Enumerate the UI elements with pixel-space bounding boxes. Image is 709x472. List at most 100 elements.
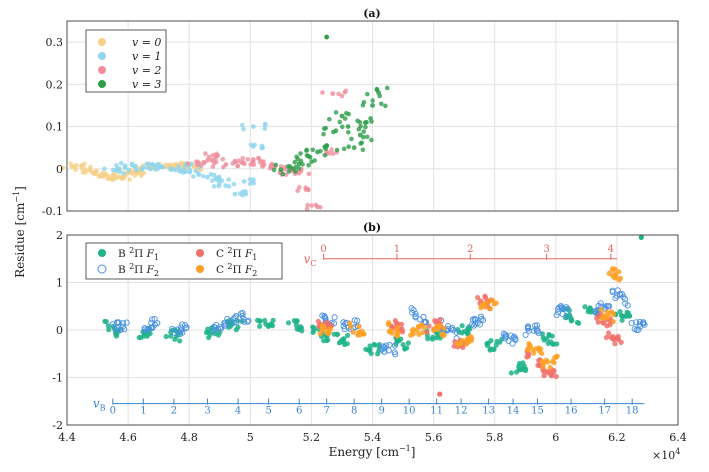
point-b-series-3: [604, 309, 610, 315]
point-a-v1: [178, 168, 184, 174]
point-a-v1: [183, 169, 188, 174]
point-b-series-1: [470, 322, 478, 329]
point-a-v2: [193, 159, 199, 164]
panel-b-x-tick-label: 4.8: [180, 431, 198, 444]
point-a-v3: [318, 148, 323, 154]
vb_axis-tick-label: 5: [265, 406, 271, 417]
panel-b-legend: B 2Π F1 B 2Π F2 C 2Π F1 C 2Π F2: [85, 242, 283, 280]
point-b-series-3: [386, 320, 392, 326]
point-b-series-3: [356, 323, 362, 329]
point-b-series-1: [241, 318, 248, 325]
panel-b-x-tick-label: 5: [247, 431, 254, 444]
point-b-series-0: [623, 313, 630, 319]
point-b-series-2: [594, 315, 600, 321]
point-a-v2: [206, 154, 212, 160]
point-a-v1: [216, 174, 222, 180]
point-a-v2: [235, 163, 241, 169]
point-a-v3: [334, 147, 340, 153]
point-a-v2: [306, 171, 312, 177]
point-a-v2: [201, 159, 206, 165]
vb_axis-tick-label: 12: [455, 406, 468, 417]
point-a-v1: [262, 126, 268, 132]
point-a-v0: [82, 161, 87, 167]
panel-b-y-tick-label: 1: [56, 277, 63, 290]
point-a-v1: [251, 180, 257, 186]
point-b-series-3: [416, 331, 422, 337]
point-b-series-1: [476, 321, 483, 328]
point-b-series-3: [547, 364, 553, 371]
point-a-v3: [298, 151, 303, 156]
point-b-series-2: [482, 293, 488, 299]
point-a-v2: [248, 162, 253, 167]
point-b-series-1: [636, 318, 643, 325]
point-b-series-1: [383, 342, 390, 349]
point-b-series-3: [387, 327, 393, 334]
point-a-v3: [298, 158, 304, 164]
legend-a-v2-label: v = 2: [132, 64, 161, 77]
point-a-v1: [168, 166, 174, 172]
point-b-series-0: [548, 339, 554, 345]
point-b-series-0: [262, 317, 268, 324]
point-a-v3: [383, 103, 388, 109]
point-a-v1: [205, 174, 210, 180]
point-a-v2: [261, 162, 267, 168]
point-a-v3: [333, 110, 339, 115]
vb_axis-tick-label: 2: [171, 406, 177, 417]
vb_axis-tick-label: 6: [296, 406, 302, 417]
point-a-v1: [219, 178, 225, 184]
point-b-series-1: [218, 325, 225, 332]
point-b-series-1: [560, 305, 567, 313]
point-a-v2: [336, 91, 341, 97]
point-a-v1: [155, 161, 161, 167]
vc_axis-tick-label: 2: [467, 244, 473, 255]
point-b-series-3: [489, 297, 496, 303]
point-b-series-3: [347, 323, 354, 330]
vb_axis-tick-label: 16: [565, 406, 578, 417]
point-a-v1: [173, 167, 179, 173]
point-a-v2: [214, 151, 219, 157]
vb_axis-tick-label: 8: [351, 406, 357, 417]
point-b-series-3: [326, 327, 332, 333]
vb_axis-tick-label: 0: [110, 406, 116, 417]
point-a-v3: [304, 148, 309, 153]
point-b-series-0: [368, 350, 374, 357]
point-a-v0: [60, 165, 66, 171]
point-a-v2: [245, 157, 251, 162]
point-b-series-1: [321, 314, 329, 321]
point-a-v3: [361, 129, 366, 134]
point-a-v1: [146, 161, 151, 167]
point-b-series-1: [509, 340, 516, 347]
point-a-v3: [360, 147, 366, 153]
point-b-series-0: [619, 313, 626, 319]
point-a-v3: [278, 167, 284, 173]
point-a-v3: [306, 162, 311, 168]
point-b-series-1: [522, 331, 529, 338]
panel-a-y-tick-label: 0: [56, 163, 63, 176]
point-b-series-2: [605, 330, 612, 336]
point-a-v0: [79, 166, 85, 171]
point-b-series-0: [233, 327, 239, 333]
panel-b-x-tick-label: 6.2: [608, 431, 626, 444]
point-a-v0: [93, 171, 99, 177]
x-axis-multiplier: ×104: [652, 447, 680, 462]
point-b-series-0: [341, 336, 347, 342]
panel-b-title: (b): [363, 221, 381, 234]
point-b-series-3: [544, 359, 551, 365]
point-b-series-2: [610, 334, 616, 340]
vb_axis-tick-label: 4: [235, 406, 241, 417]
point-b-series-1: [391, 342, 398, 349]
point-b-series-0: [488, 338, 494, 344]
point-a-v1: [250, 124, 256, 129]
point-b-series-1: [179, 329, 186, 336]
point-b-series-2: [541, 368, 548, 374]
point-a-v2: [330, 151, 336, 156]
point-b-series-3: [434, 324, 440, 330]
point-b-series-1: [512, 336, 519, 343]
point-a-v2: [297, 184, 302, 190]
point-b-series-1: [244, 318, 251, 325]
point-b-series-3: [552, 354, 558, 361]
point-a-v3: [327, 116, 332, 122]
point-b-series-3: [394, 324, 401, 331]
